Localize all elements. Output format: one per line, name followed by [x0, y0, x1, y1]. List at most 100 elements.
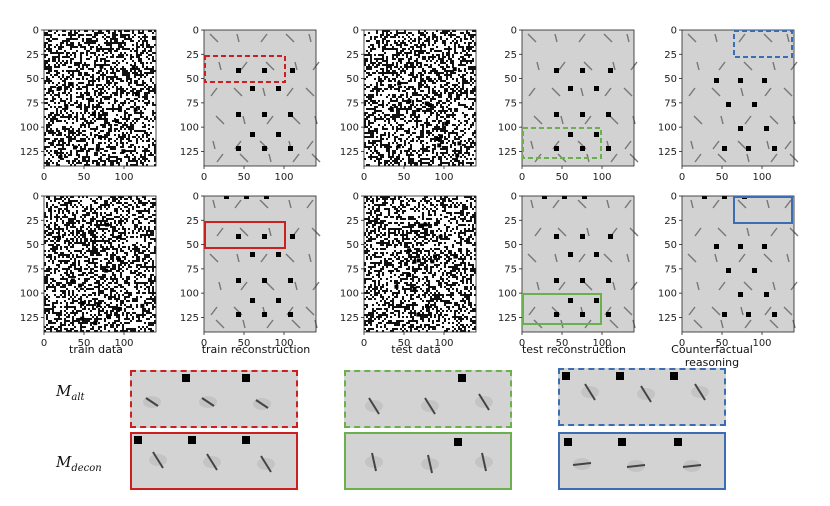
object-squares: [56, 64, 139, 159]
y-tick-label: 50: [26, 74, 39, 85]
x-tick-label: 0: [41, 172, 47, 183]
y-tick-label: 125: [20, 147, 39, 158]
label-train-data: train data: [69, 343, 123, 356]
y-tick-label: 100: [498, 289, 517, 300]
reconstruction-marks: [687, 33, 799, 163]
x-tick-label: 100: [114, 172, 133, 183]
y-tick-label: 75: [186, 264, 199, 275]
y-tick-label: 100: [658, 289, 677, 300]
axes-frame: [203, 29, 317, 167]
y-tick-label: 50: [504, 240, 517, 251]
y-tick-label: 50: [664, 240, 677, 251]
label-counterfactual-reasoning: Counterfactual reasoning: [671, 343, 753, 369]
x-tick-label: 0: [519, 172, 525, 183]
y-tick-label: 0: [193, 26, 199, 37]
row-label-m-decon: Mdecon: [56, 453, 102, 474]
object-squares: [394, 222, 458, 317]
y-tick-label: 50: [504, 74, 517, 85]
panel-bottom-test-reconstruction: 0 25 50 75 100 125 0 50 100: [496, 180, 656, 354]
zoom-green-decon: [344, 432, 512, 490]
y-tick-label: 50: [346, 74, 359, 85]
y-tick-label: 125: [180, 313, 199, 324]
y-tick-label: 50: [346, 240, 359, 251]
y-tick-label: 0: [511, 26, 517, 37]
object-squares: [57, 222, 145, 326]
object-square: [188, 436, 196, 444]
y-tick-label: 75: [26, 98, 39, 109]
y-tick-label: 75: [186, 98, 199, 109]
x-tick-label: 100: [752, 338, 771, 349]
image-area: [204, 196, 316, 332]
y-tick-label: 0: [671, 26, 677, 37]
object-square: [134, 436, 142, 444]
y-tick-label: 100: [180, 289, 199, 300]
panel-bottom-train-reconstruction: 0 25 50 75 100 125 0 50 100: [178, 180, 338, 354]
object-squares: [224, 196, 295, 317]
y-tick-label: 100: [20, 289, 39, 300]
y-tick-label: 0: [671, 192, 677, 203]
y-tick-label: 0: [511, 192, 517, 203]
x-tick-label: 0: [679, 338, 685, 349]
y-tick-label: 125: [658, 313, 677, 324]
y-tick-label: 75: [664, 98, 677, 109]
y-tick-label: 25: [26, 216, 39, 227]
image-area: [204, 30, 316, 166]
image-area: [682, 30, 794, 166]
panel-bottom-counterfactual: 0 25 50 75 100 125 0 50 100: [656, 180, 816, 354]
x-tick-label: 0: [201, 172, 207, 183]
x-tick-label: 50: [398, 338, 411, 349]
axes-frame: [43, 29, 157, 167]
object-square: [182, 374, 190, 382]
y-tick-label: 100: [658, 123, 677, 134]
y-tick-label: 25: [26, 50, 39, 61]
y-tick-label: 125: [340, 313, 359, 324]
x-tick-label: 100: [434, 172, 453, 183]
object-square: [674, 438, 682, 446]
panel-top-counterfactual: 0 25 50 75 100 125 0 50 100: [656, 14, 816, 188]
y-tick-label: 0: [33, 26, 39, 37]
y-tick-label: 25: [664, 216, 677, 227]
x-tick-label: 50: [238, 172, 251, 183]
panel-bottom-test-data: 0 25 50 75 100 125 0 50 100: [338, 180, 498, 354]
object-square: [458, 374, 466, 382]
y-tick-label: 100: [498, 123, 517, 134]
object-squares: [714, 78, 777, 151]
image-area: [522, 30, 634, 166]
y-tick-label: 50: [186, 240, 199, 251]
object-square: [618, 438, 626, 446]
y-tick-label: 100: [340, 123, 359, 134]
panel-top-test-data: 0 25 50 75 100 125 0 50 100: [338, 14, 498, 188]
x-tick-label: 100: [274, 172, 293, 183]
noise-pixels: [364, 30, 476, 166]
panel-top-train-reconstruction: 0 25 50 75 100 125 0 50 100: [178, 14, 338, 188]
y-tick-label: 25: [186, 216, 199, 227]
panel-top-test-reconstruction: 0 25 50 75 100 125 0 50 100: [496, 14, 656, 188]
object-square: [242, 436, 250, 444]
y-tick-label: 125: [340, 147, 359, 158]
object-square: [564, 438, 572, 446]
x-tick-label: 50: [556, 172, 569, 183]
x-tick-label: 50: [398, 172, 411, 183]
red-highlight-box: [204, 221, 286, 249]
zoom-red-decon: [130, 432, 298, 490]
x-tick-label: 50: [716, 172, 729, 183]
y-tick-label: 25: [504, 50, 517, 61]
zoom-marks: [365, 438, 493, 474]
x-tick-label: 50: [78, 338, 91, 349]
object-squares: [542, 196, 613, 317]
axes-frame: [363, 195, 477, 333]
label-test-reconstruction: test reconstruction: [521, 343, 627, 356]
zoom-marks: [143, 374, 271, 410]
x-tick-label: 100: [752, 172, 771, 183]
noise-pixels: [44, 196, 156, 332]
object-square: [454, 438, 462, 446]
panel-top-train-data: 0 25 50 75 100 125 0 50 100: [18, 14, 178, 188]
object-square: [670, 372, 678, 380]
x-tick-label: 100: [114, 338, 133, 349]
image-area: [682, 196, 794, 332]
y-tick-label: 50: [664, 74, 677, 85]
x-tick-label: 0: [361, 338, 367, 349]
object-squares: [389, 67, 462, 158]
red-highlight-box: [204, 55, 286, 83]
noise-pixels: [44, 30, 156, 166]
